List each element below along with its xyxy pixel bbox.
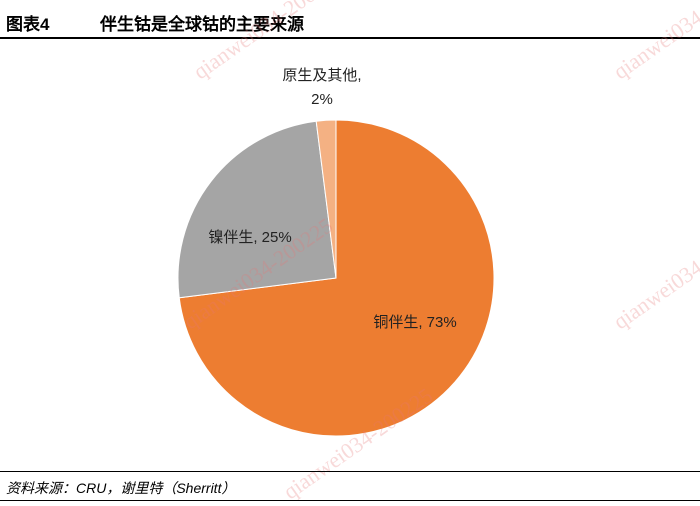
rule — [0, 471, 700, 472]
rule — [0, 37, 700, 39]
pie-slice — [178, 119, 495, 437]
pie-slice — [315, 119, 337, 279]
data-label: 原生及其他, 2% — [282, 67, 362, 108]
watermark: qianwei034-200225 — [609, 0, 700, 84]
rule — [0, 500, 700, 501]
watermark: qianwei034-200225 — [609, 213, 700, 334]
pie-slice — [177, 120, 337, 299]
data-label: 铜伴生, 73% — [373, 314, 457, 331]
chart-title: 伴生钴是全球钴的主要来源 — [100, 15, 304, 34]
figure-label: 图表4 — [6, 15, 50, 34]
data-label: 镍伴生, 25% — [208, 229, 292, 246]
source: 资料来源：CRU，谢里特（Sherritt） — [6, 480, 236, 496]
